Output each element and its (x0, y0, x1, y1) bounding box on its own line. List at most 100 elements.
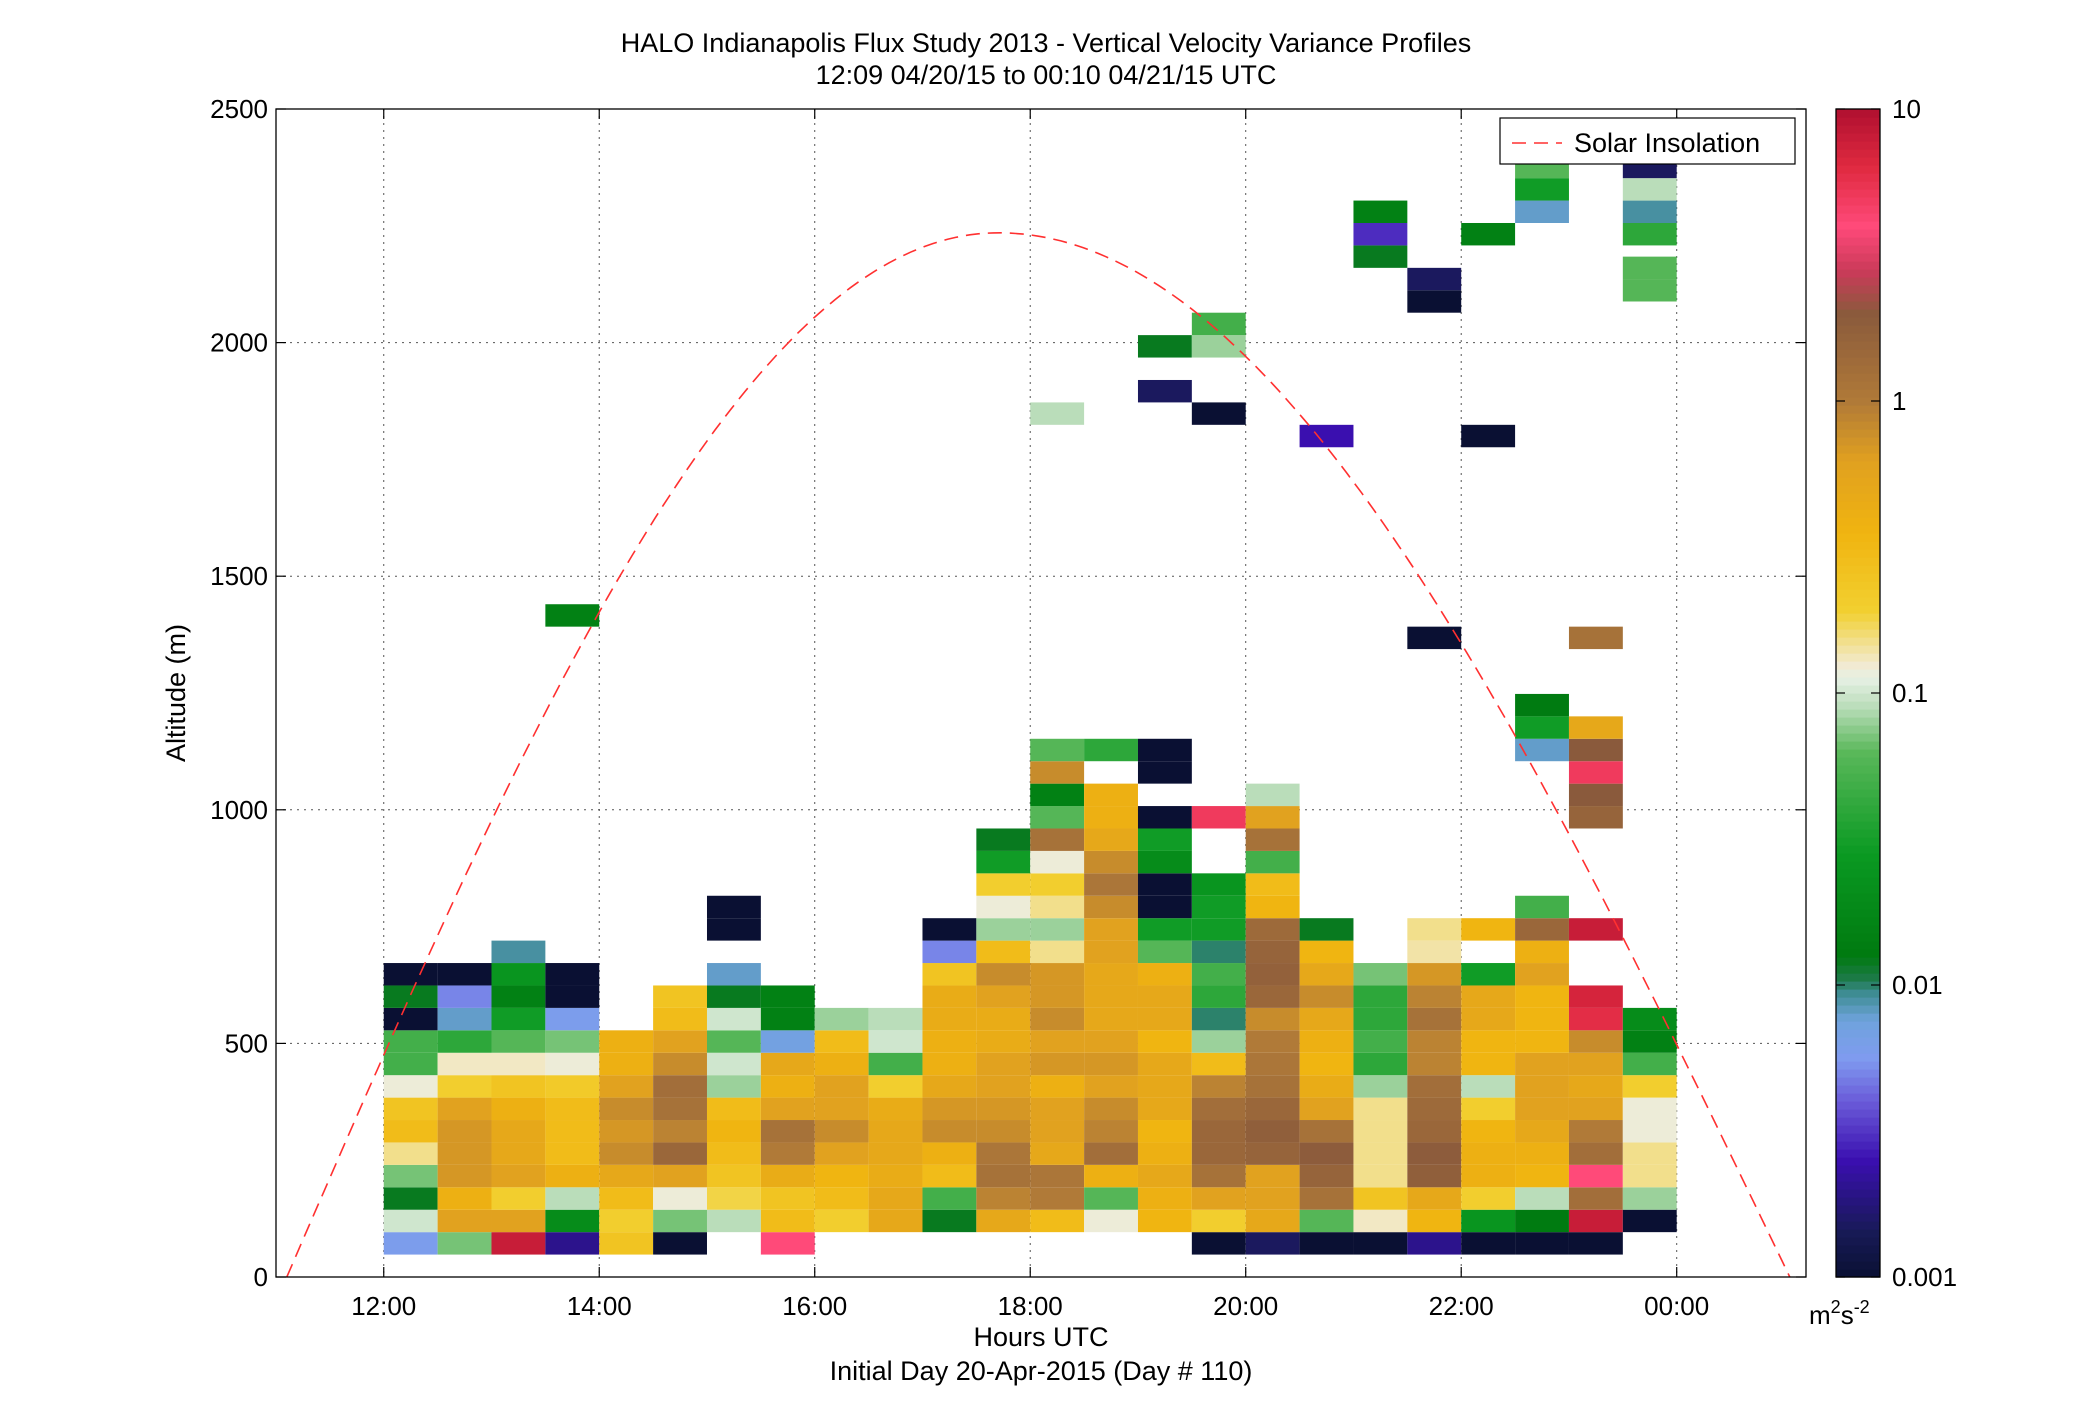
variance-cell (1084, 1052, 1138, 1076)
variance-cell (706, 1164, 761, 1188)
variance-cell (706, 1187, 761, 1210)
variance-cell (1137, 828, 1192, 851)
variance-cell (491, 1209, 546, 1233)
colorbar-swatch (1836, 1077, 1880, 1086)
variance-cell (1191, 806, 1246, 829)
variance-cell (1137, 1097, 1192, 1121)
variance-cell (1245, 1187, 1300, 1210)
colorbar-swatch (1836, 285, 1880, 294)
colorbar-swatch (1836, 469, 1880, 478)
variance-cell (1407, 1232, 1462, 1255)
variance-cell (1461, 1187, 1516, 1210)
colorbar-swatch (1836, 741, 1880, 750)
variance-cell (922, 985, 977, 1008)
variance-cell (1407, 918, 1462, 941)
variance-cell (1622, 1075, 1677, 1098)
variance-cell (545, 1030, 600, 1053)
colorbar-swatch (1836, 877, 1880, 886)
variance-cell (545, 1187, 600, 1210)
variance-cell (814, 1075, 869, 1098)
colorbar-swatch (1836, 701, 1880, 710)
variance-cell (706, 1097, 761, 1121)
variance-cell (653, 1052, 707, 1076)
variance-cell (1515, 178, 1569, 201)
variance-cell (1137, 1075, 1192, 1098)
colorbar-swatch (1836, 717, 1880, 726)
colorbar-swatch (1836, 541, 1880, 550)
variance-cell (1084, 1030, 1138, 1053)
variance-cell (1568, 761, 1623, 784)
colorbar-swatch (1836, 789, 1880, 798)
variance-cell (1030, 963, 1085, 986)
variance-cell (1461, 222, 1516, 246)
variance-cell (1353, 985, 1408, 1008)
colorbar-swatch (1836, 1173, 1880, 1182)
colorbar-swatch (1836, 1029, 1880, 1038)
variance-cell (1568, 1030, 1623, 1053)
variance-cell (1407, 290, 1462, 313)
variance-cell (1407, 1075, 1462, 1098)
variance-cell (922, 1052, 977, 1076)
colorbar-swatch (1836, 557, 1880, 566)
colorbar-swatch (1836, 1197, 1880, 1206)
colorbar-swatch (1836, 1229, 1880, 1238)
colorbar-swatch (1836, 229, 1880, 238)
variance-cell (1191, 918, 1246, 941)
variance-cell (383, 1187, 438, 1210)
colorbar-swatch (1836, 1045, 1880, 1054)
variance-cell (814, 1209, 869, 1233)
variance-cell (653, 1142, 707, 1165)
colorbar-swatch (1836, 869, 1880, 878)
colorbar-swatch (1836, 629, 1880, 638)
variance-cell (1191, 873, 1246, 896)
variance-cell (1245, 963, 1300, 986)
variance-cell (706, 1120, 761, 1143)
colorbar-swatch (1836, 605, 1880, 614)
colorbar-swatch (1836, 1061, 1880, 1070)
variance-cell (1515, 200, 1569, 223)
variance-cell (599, 1232, 654, 1255)
colorbar-swatch (1836, 797, 1880, 806)
colorbar-swatch (1836, 453, 1880, 462)
y-tick-label: 2500 (210, 94, 268, 124)
variance-cell (1245, 806, 1300, 829)
variance-cell (1515, 1232, 1569, 1255)
variance-cell (1084, 806, 1138, 829)
variance-cell (545, 985, 600, 1008)
variance-cell (1030, 895, 1085, 919)
variance-cell (1191, 312, 1246, 336)
y-axis-label: Altitude (m) (161, 624, 191, 762)
variance-cell (1515, 1030, 1569, 1053)
variance-cell (545, 1164, 600, 1188)
variance-cell (1191, 402, 1246, 425)
variance-cell (599, 1052, 654, 1076)
variance-cell (1084, 1075, 1138, 1098)
colorbar-swatch (1836, 1133, 1880, 1142)
variance-cell (1568, 806, 1623, 829)
variance-cell (1353, 245, 1408, 268)
variance-cell (653, 1075, 707, 1098)
x-tick-label: 00:00 (1644, 1291, 1709, 1321)
variance-cell (1191, 335, 1246, 358)
variance-cell (1353, 1007, 1408, 1031)
variance-cell (1515, 940, 1569, 964)
variance-cell (706, 1209, 761, 1233)
colorbar-swatch (1836, 501, 1880, 510)
colorbar-swatch (1836, 1181, 1880, 1190)
variance-cell (1622, 1097, 1677, 1121)
variance-cell (1515, 738, 1569, 762)
variance-cell (1622, 200, 1677, 223)
variance-cell (868, 1007, 923, 1031)
colorbar-swatch (1836, 1213, 1880, 1222)
colorbar-swatch (1836, 533, 1880, 542)
variance-cell (1407, 1142, 1462, 1165)
colorbar-swatch (1836, 1253, 1880, 1262)
variance-cell (922, 1075, 977, 1098)
variance-cell (1245, 940, 1300, 964)
variance-cell (814, 1097, 869, 1121)
variance-cell (437, 985, 492, 1008)
colorbar-swatch (1836, 301, 1880, 310)
variance-cell (1030, 1164, 1085, 1188)
variance-cell (1461, 985, 1516, 1008)
